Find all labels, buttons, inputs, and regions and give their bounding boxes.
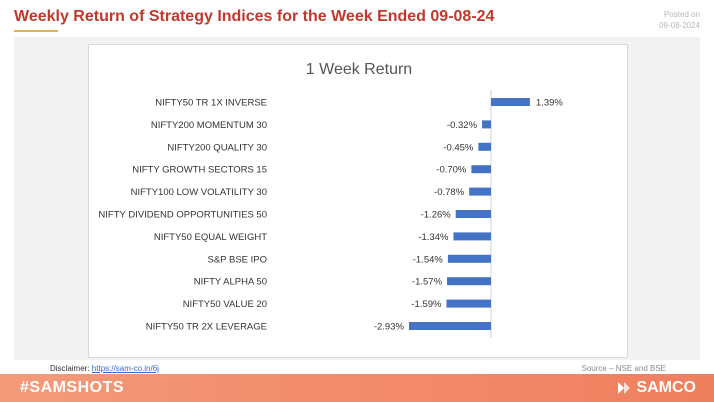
category-label: S&P BSE IPO — [208, 254, 268, 265]
title-underline — [14, 30, 58, 32]
bar — [453, 232, 491, 241]
category-label: NIFTY ALPHA 50 — [194, 277, 267, 288]
bar — [455, 210, 491, 218]
bar — [446, 299, 491, 308]
footer-banner: #SAMSHOTS SAMCO — [0, 374, 714, 402]
data-label: -1.54% — [413, 254, 444, 265]
posted-date: 09-08-2024 — [659, 21, 700, 30]
disclaimer-link[interactable]: https://sam-co.in/6j — [91, 364, 159, 373]
bar — [482, 120, 491, 129]
data-label: -1.34% — [418, 232, 449, 243]
bar-chart: 1 Week Return NIFTY50 TR 1X INVERSE 1.39%… — [98, 61, 563, 338]
data-label: -1.57% — [412, 277, 443, 288]
category-label: NIFTY50 TR 2X LEVERAGE — [146, 322, 267, 333]
category-label: NIFTY50 TR 1X INVERSE — [155, 98, 267, 109]
bar — [408, 322, 491, 330]
bar — [471, 165, 491, 174]
data-label: 1.39% — [536, 98, 563, 109]
disclaimer: Disclaimer: https://sam-co.in/6j — [50, 364, 159, 373]
brand-logo: SAMCO — [616, 379, 696, 397]
data-label: -0.70% — [436, 165, 467, 176]
posted-info: Posted on 09-08-2024 — [659, 9, 700, 31]
category-label: NIFTY50 EQUAL WEIGHT — [154, 232, 267, 243]
samco-logo-icon — [618, 382, 631, 394]
bar — [447, 254, 491, 263]
category-label: NIFTY100 LOW VOLATILITY 30 — [131, 187, 267, 198]
data-label: -0.32% — [447, 120, 478, 131]
category-label: NIFTY200 MOMENTUM 30 — [151, 120, 267, 131]
bar — [447, 277, 491, 286]
data-label: -0.78% — [434, 187, 465, 198]
chart-title: 1 Week Return — [306, 61, 412, 78]
brand-name: SAMCO — [636, 379, 696, 396]
data-label: -2.93% — [374, 322, 405, 333]
bar — [478, 142, 491, 151]
source-note: Source – NSE and BSE — [581, 364, 667, 373]
posted-label: Posted on — [663, 10, 700, 19]
data-label: -0.45% — [443, 142, 474, 153]
data-label: -1.59% — [411, 299, 442, 310]
disclaimer-label: Disclaimer: — [50, 364, 90, 373]
category-label: NIFTY50 VALUE 20 — [183, 299, 267, 310]
chart-card: 1 Week Return NIFTY50 TR 1X INVERSE 1.39%… — [88, 44, 628, 358]
category-label: NIFTY GROWTH SECTORS 15 — [132, 165, 267, 176]
data-label: -1.26% — [421, 210, 452, 221]
bar — [469, 187, 491, 196]
bar — [491, 98, 530, 106]
hashtag: #SAMSHOTS — [20, 379, 125, 396]
category-label: NIFTY200 QUALITY 30 — [167, 142, 267, 153]
page-title: Weekly Return of Strategy Indices for th… — [14, 8, 495, 25]
category-label: NIFTY DIVIDEND OPPORTUNITIES 50 — [98, 210, 267, 221]
